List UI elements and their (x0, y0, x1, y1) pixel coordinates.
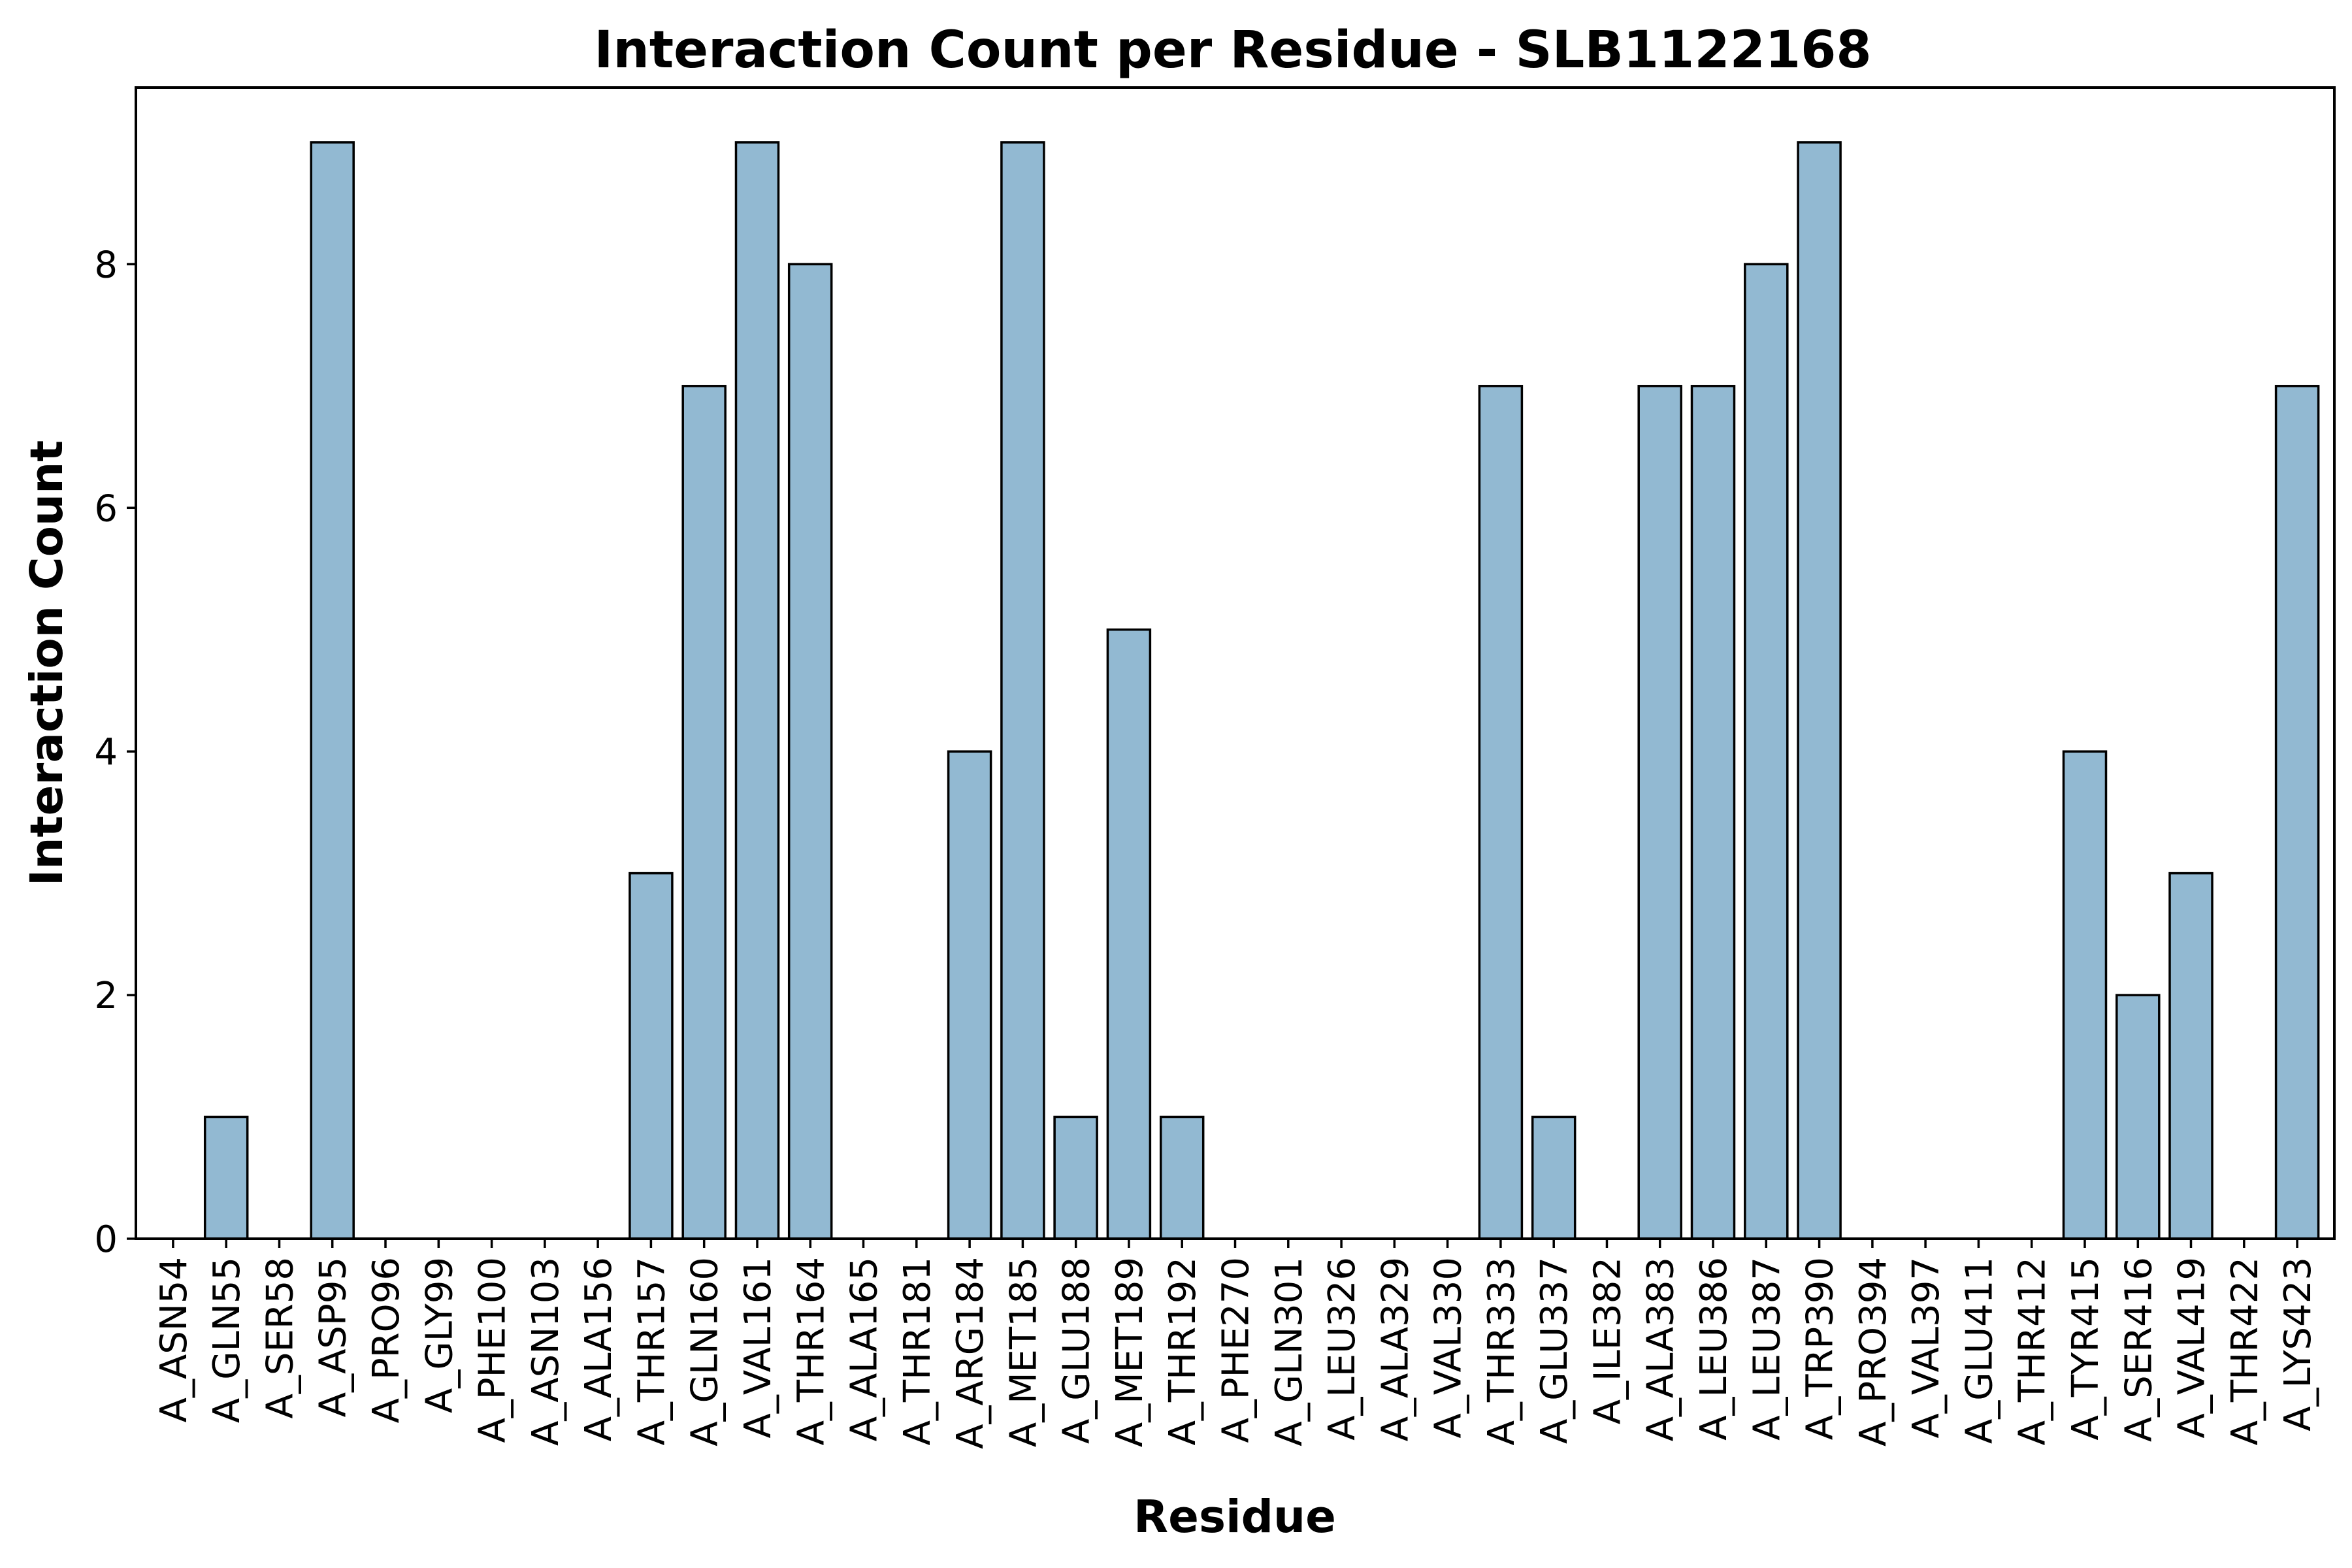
x-tick-label: A_GLU337 (1533, 1257, 1576, 1444)
plot-frame (135, 86, 2336, 1240)
x-tick-label: A_SER58 (259, 1257, 302, 1418)
x-tick-label: A_ALA156 (578, 1257, 620, 1441)
x-tick-label: A_VAL330 (1428, 1257, 1470, 1438)
bar-a-ser416 (2115, 994, 2161, 1240)
bar-a-val161 (734, 141, 780, 1240)
y-tick-label: 0 (94, 1218, 118, 1261)
bar-a-ala383 (1637, 385, 1682, 1240)
x-tick-label: A_GLN160 (684, 1257, 727, 1446)
x-tick-label: A_VAL419 (2171, 1257, 2213, 1438)
bar-a-leu386 (1690, 385, 1736, 1240)
bar-a-thr333 (1478, 385, 1524, 1240)
x-tick-label: A_THR422 (2224, 1257, 2266, 1445)
x-tick-label: A_VAL397 (1905, 1257, 1948, 1438)
x-tick-label: A_ARG184 (949, 1257, 992, 1449)
y-tick-label: 2 (94, 975, 118, 1017)
x-tick-label: A_ILE382 (1587, 1257, 1629, 1424)
x-tick-label: A_THR333 (1480, 1257, 1523, 1445)
x-tick-label: A_GLN55 (206, 1257, 248, 1423)
x-tick-label: A_THR192 (1162, 1257, 1204, 1445)
x-tick-label: A_ASP95 (312, 1257, 355, 1417)
bar-a-tyr415 (2062, 750, 2108, 1240)
chart-title: Interaction Count per Residue - SLB11221… (594, 21, 1871, 80)
y-axis-label: Interaction Count (21, 440, 73, 887)
x-tick-label: A_THR164 (790, 1257, 832, 1445)
bars-group (203, 141, 2320, 1240)
x-tick-label: A_MET189 (1109, 1257, 1151, 1447)
bar-a-met185 (1000, 141, 1045, 1240)
x-tick-label: A_ASN54 (153, 1257, 195, 1422)
bar-a-lys423 (2274, 385, 2320, 1240)
bar-a-glu188 (1053, 1115, 1098, 1240)
bar-a-trp390 (1797, 141, 1842, 1240)
x-tick-label: A_THR157 (630, 1257, 673, 1445)
x-axis-label: Residue (1134, 1491, 1336, 1543)
bar-a-thr164 (787, 263, 833, 1240)
bar-a-asp95 (310, 141, 355, 1240)
x-tick-label: A_GLU411 (1958, 1257, 2001, 1444)
bar-a-arg184 (947, 750, 992, 1240)
x-tick-label: A_PRO96 (365, 1257, 408, 1423)
x-tick-label: A_MET185 (1002, 1257, 1045, 1447)
y-tick-label: 8 (94, 244, 118, 286)
bar-a-met189 (1106, 628, 1152, 1240)
x-tick-label: A_ALA165 (843, 1257, 886, 1441)
x-tick-label: A_TYR415 (2065, 1257, 2107, 1441)
x-tick-label: A_VAL161 (737, 1257, 779, 1438)
x-tick-label: A_PHE270 (1215, 1257, 1258, 1443)
y-axis: 0 2 4 6 8 (94, 244, 136, 1261)
x-tick-label: A_LEU386 (1693, 1257, 1735, 1441)
bar-a-leu387 (1744, 263, 1789, 1240)
bar-a-gln55 (203, 1115, 249, 1240)
x-tick-label: A_GLY99 (418, 1257, 461, 1413)
x-tick-label: A_LEU326 (1321, 1257, 1364, 1441)
bar-a-val419 (2168, 872, 2213, 1240)
x-tick-label: A_ASN103 (525, 1257, 567, 1446)
x-tick-label: A_PHE100 (472, 1257, 514, 1443)
y-tick-label: 4 (94, 731, 118, 774)
y-tick-label: 6 (94, 487, 118, 530)
x-tick-label: A_PRO394 (1852, 1257, 1895, 1446)
bar-a-thr192 (1159, 1115, 1205, 1240)
x-tick-label: A_TRP390 (1799, 1257, 1842, 1440)
x-tick-label: A_GLU188 (1056, 1257, 1098, 1444)
bar-a-thr157 (629, 872, 674, 1240)
x-tick-label: A_GLN301 (1268, 1257, 1311, 1446)
bar-a-gln160 (681, 385, 727, 1240)
x-tick-label: A_LEU387 (1746, 1257, 1788, 1441)
x-axis: A_ASN54 A_GLN55 A_SER58 A_ASP95 A_PRO96 A_GLY… (153, 1239, 2319, 1449)
x-tick-label: A_ALA383 (1640, 1257, 1682, 1441)
x-tick-label: A_LYS423 (2277, 1257, 2319, 1431)
x-tick-label: A_SER416 (2117, 1257, 2160, 1442)
x-tick-label: A_ALA329 (1374, 1257, 1416, 1441)
bar-a-glu337 (1531, 1115, 1576, 1240)
x-tick-label: A_THR181 (896, 1257, 939, 1445)
x-tick-label: A_THR412 (2012, 1257, 2054, 1445)
